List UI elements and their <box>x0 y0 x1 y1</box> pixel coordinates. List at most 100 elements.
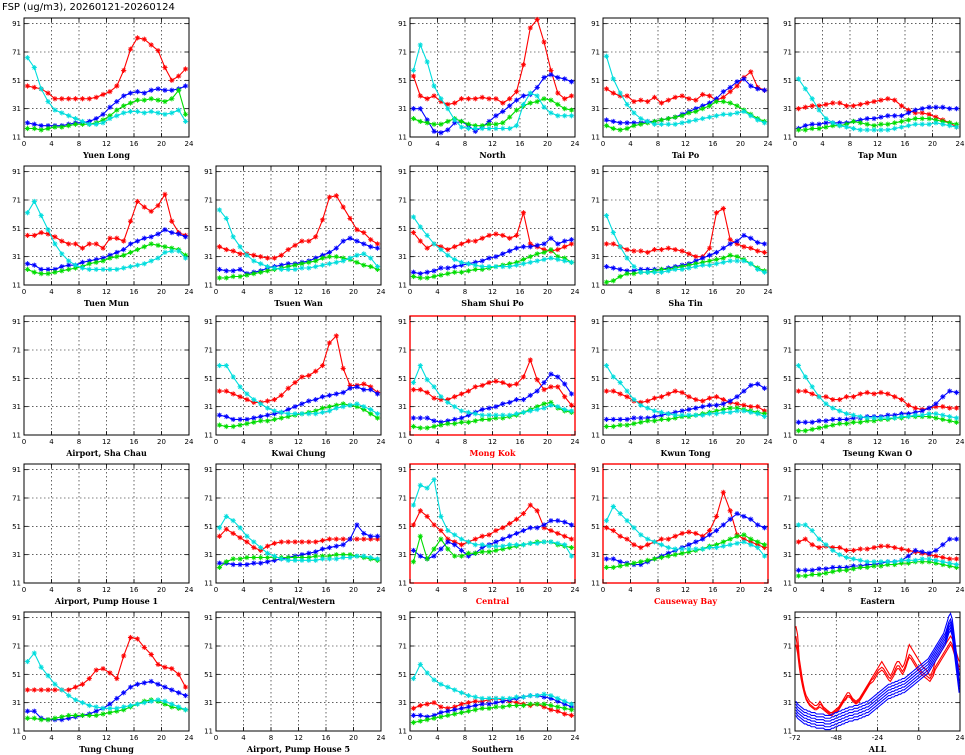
data-point-blue <box>603 117 610 123</box>
data-point-cyan <box>837 123 843 129</box>
data-point-red <box>809 391 815 397</box>
data-point-cyan <box>816 394 822 400</box>
data-point-red <box>568 241 575 247</box>
data-point-cyan <box>479 412 485 418</box>
x-tick-label: 16 <box>130 288 139 296</box>
data-point-blue <box>713 249 720 256</box>
data-point-cyan <box>230 374 236 380</box>
data-point-green <box>720 539 726 545</box>
data-point-green <box>500 415 506 421</box>
x-tick-label: 12 <box>873 140 882 148</box>
data-point-cyan <box>340 258 346 264</box>
data-point-red <box>713 513 720 520</box>
data-point-blue <box>244 416 250 423</box>
data-point-red <box>857 546 863 552</box>
data-point-cyan <box>527 408 533 414</box>
data-point-green <box>216 422 223 428</box>
data-point-red <box>155 47 161 54</box>
y-tick-label: 51 <box>398 375 407 383</box>
data-point-cyan <box>610 503 616 510</box>
data-point-cyan <box>114 113 120 119</box>
y-tick-label: 71 <box>398 197 407 205</box>
data-point-green <box>568 707 575 713</box>
data-point-red <box>445 101 451 108</box>
data-point-cyan <box>857 557 863 563</box>
y-tick-label: 51 <box>12 375 21 383</box>
data-point-red <box>761 408 768 414</box>
data-point-blue <box>905 553 912 559</box>
data-point-blue <box>319 394 326 400</box>
data-point-red <box>562 96 568 102</box>
data-point-red <box>354 227 360 233</box>
data-point-cyan <box>431 476 437 483</box>
data-point-blue <box>368 244 374 250</box>
data-point-cyan <box>761 413 768 420</box>
data-point-blue <box>658 412 665 418</box>
x-tick-label: 8 <box>463 438 467 446</box>
data-point-cyan <box>237 525 243 531</box>
data-point-green <box>66 123 72 129</box>
data-point-cyan <box>651 539 658 545</box>
data-point-cyan <box>513 123 520 129</box>
data-point-blue <box>734 394 740 400</box>
data-point-red <box>837 396 843 403</box>
data-point-cyan <box>72 115 79 122</box>
data-point-blue <box>926 550 932 556</box>
data-point-red <box>431 93 437 99</box>
data-point-cyan <box>830 405 836 411</box>
data-point-red <box>651 94 658 100</box>
data-point-green <box>38 271 44 277</box>
data-point-cyan <box>513 262 520 268</box>
data-point-cyan <box>892 125 898 132</box>
data-point-cyan <box>947 560 953 566</box>
data-point-red <box>176 671 182 677</box>
y-tick-label: 11 <box>398 580 407 588</box>
data-point-red <box>885 391 891 397</box>
data-point-cyan <box>59 687 65 693</box>
data-point-green <box>568 107 575 113</box>
data-point-cyan <box>816 536 822 542</box>
data-point-blue <box>837 564 843 571</box>
data-point-cyan <box>493 263 499 270</box>
data-point-blue <box>947 106 953 112</box>
data-point-blue <box>354 238 360 244</box>
data-point-cyan <box>107 705 113 711</box>
data-point-cyan <box>176 248 182 254</box>
data-point-blue <box>645 266 651 273</box>
data-point-green <box>562 255 568 261</box>
data-point-red <box>679 530 685 537</box>
x-tick-label: 4 <box>435 586 440 594</box>
data-point-blue <box>520 244 527 250</box>
data-point-green <box>100 258 106 264</box>
data-point-cyan <box>713 261 720 267</box>
station-label: Southern <box>472 744 514 754</box>
data-point-cyan <box>720 259 726 265</box>
y-tick-label: 11 <box>12 580 21 588</box>
data-point-red <box>534 377 540 383</box>
data-point-cyan <box>313 263 319 270</box>
data-point-blue <box>548 518 554 524</box>
data-point-cyan <box>617 510 623 517</box>
data-point-red <box>555 530 561 537</box>
data-point-cyan <box>905 413 912 420</box>
station-label: Tai Po <box>672 150 700 160</box>
all-series-line-blue <box>795 629 960 731</box>
x-tick-label: 16 <box>709 288 718 296</box>
y-tick-label: 51 <box>591 77 600 85</box>
data-point-cyan <box>93 704 99 710</box>
x-tick-label: 16 <box>322 734 331 742</box>
data-point-green <box>837 567 843 573</box>
data-point-blue <box>520 93 527 99</box>
data-point-cyan <box>410 214 417 220</box>
data-point-cyan <box>472 262 478 268</box>
data-point-cyan <box>878 559 884 565</box>
data-point-green <box>72 712 79 719</box>
data-point-green <box>892 561 898 568</box>
data-point-green <box>720 98 726 105</box>
data-point-green <box>45 717 51 723</box>
x-tick-label: 24 <box>185 288 194 296</box>
data-point-cyan <box>755 411 761 417</box>
data-point-green <box>285 263 291 270</box>
data-point-red <box>251 544 257 551</box>
